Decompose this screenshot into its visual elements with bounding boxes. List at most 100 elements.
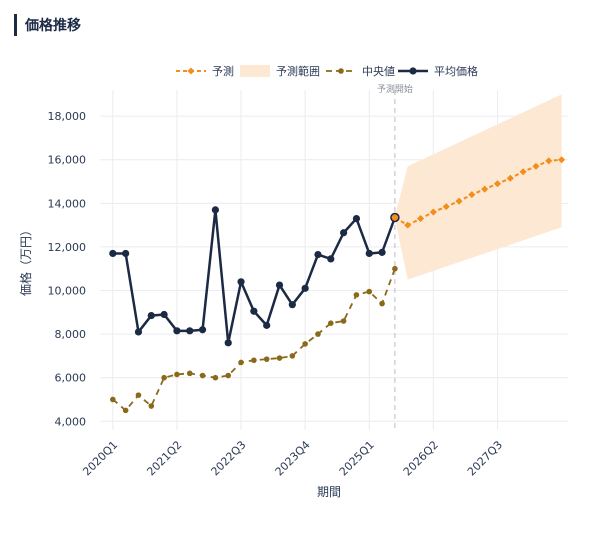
point-median — [122, 407, 129, 414]
point-forecast — [519, 168, 527, 176]
point-median — [238, 359, 244, 366]
point-median — [366, 288, 373, 295]
point-average — [134, 328, 143, 336]
point-average — [378, 248, 386, 256]
point-median — [327, 320, 334, 327]
point-median — [379, 300, 385, 307]
legend-marker-average — [409, 67, 417, 75]
series-line-median — [112, 268, 396, 412]
point-average — [327, 255, 335, 263]
point-median — [251, 357, 257, 364]
point-forecast — [455, 197, 463, 205]
legend-label: 中央値 — [362, 65, 395, 78]
point-forecast — [545, 157, 553, 165]
title-accent-bar — [14, 14, 17, 36]
legend-swatch-band — [240, 65, 270, 77]
point-median — [135, 392, 142, 398]
point-average — [160, 310, 168, 319]
x-tick-label: 2025Q1 — [337, 438, 377, 478]
point-average — [211, 206, 219, 214]
point-median — [148, 403, 155, 409]
point-median — [353, 292, 360, 298]
page-title-text: 価格推移 — [25, 18, 81, 34]
point-median — [289, 353, 296, 359]
y-tick-label: 14,000 — [48, 197, 87, 210]
legend[interactable]: 予測 予測範囲 中央値 平均価格 — [176, 64, 478, 78]
point-forecast — [429, 208, 437, 216]
point-median — [340, 318, 347, 324]
x-tick-label: 2020Q1 — [80, 438, 120, 478]
x-tick-label: 2023Q4 — [273, 438, 313, 478]
point-median — [392, 265, 398, 272]
point-average — [186, 327, 194, 335]
grid-lines — [100, 90, 568, 430]
point-median — [302, 341, 308, 347]
forecast-start-layer: 予測開始 — [377, 83, 413, 430]
point-average — [365, 249, 373, 258]
y-tick-label: 10,000 — [48, 285, 87, 298]
y-tick-label: 16,000 — [48, 154, 87, 167]
point-average — [340, 229, 348, 237]
legend-marker-median — [338, 68, 344, 74]
legend-item[interactable]: 予測範囲 — [240, 64, 320, 78]
point-average — [275, 281, 284, 289]
legend-item[interactable]: 予測 — [176, 64, 234, 78]
page-title: 価格推移 — [14, 14, 81, 36]
point-average — [147, 311, 155, 320]
y-tick-label: 4,000 — [55, 415, 87, 428]
series-line-average — [112, 208, 397, 345]
y-tick-label: 6,000 — [55, 372, 87, 385]
forecast-band-layer — [394, 94, 562, 280]
x-tick-label: 2026Q2 — [401, 438, 441, 478]
x-tick-label: 2021Q2 — [144, 438, 184, 478]
y-tick-label: 8,000 — [55, 328, 87, 341]
point-average — [198, 326, 207, 334]
point-median — [315, 331, 321, 337]
y-tick-label: 12,000 — [48, 241, 87, 254]
x-tick-label: 2022Q3 — [209, 438, 249, 478]
point-average — [173, 327, 181, 335]
x-axis-title: 期間 — [317, 485, 341, 499]
point-forecast — [442, 203, 450, 211]
point-median — [186, 370, 193, 377]
point-average — [237, 278, 245, 286]
point-median — [263, 356, 270, 362]
point-median — [161, 374, 167, 381]
point-average — [122, 249, 130, 258]
point-median — [199, 372, 206, 379]
point-average — [263, 321, 271, 329]
point-average — [314, 250, 322, 259]
point-median — [110, 396, 116, 403]
x-tick-label: 2027Q3 — [465, 438, 505, 478]
point-median — [276, 355, 283, 361]
point-average — [250, 307, 258, 315]
legend-item[interactable]: 中央値 — [326, 65, 395, 78]
y-axis-title: 価格（万円） — [18, 224, 33, 296]
legend-item[interactable]: 平均価格 — [398, 64, 478, 78]
point-median — [212, 374, 219, 381]
point-forecast — [481, 185, 489, 193]
point-forecast — [532, 162, 540, 170]
point-forecast — [404, 221, 412, 229]
point-average — [288, 301, 296, 309]
forecast-start-label: 予測開始 — [377, 83, 413, 95]
point-forecast — [468, 191, 476, 199]
point-forecast-start — [390, 212, 400, 223]
legend-marker-forecast — [187, 67, 195, 75]
point-average — [224, 339, 232, 347]
legend-label: 予測範囲 — [276, 64, 320, 78]
forecast-range-band — [394, 94, 562, 280]
point-forecast — [417, 215, 425, 223]
legend-label: 予測 — [212, 64, 234, 78]
point-median — [174, 371, 180, 378]
point-forecast — [493, 180, 502, 188]
legend-label: 平均価格 — [434, 64, 478, 78]
point-average — [301, 284, 309, 292]
point-forecast — [558, 156, 566, 164]
point-average — [352, 214, 361, 223]
point-average — [109, 249, 117, 258]
series-layer — [109, 156, 566, 414]
y-tick-label: 18,000 — [48, 110, 87, 123]
point-median — [225, 372, 232, 379]
